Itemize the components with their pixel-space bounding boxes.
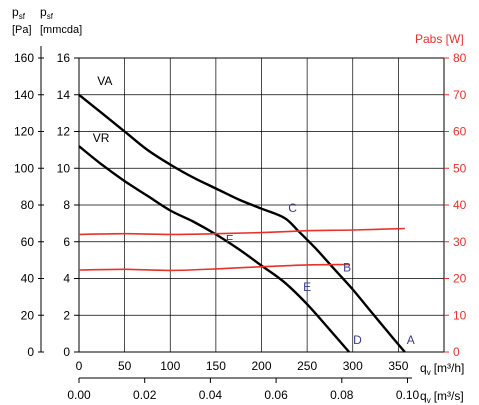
- mm-tick-label: 10: [57, 161, 71, 175]
- pa-tick-label: 80: [21, 198, 35, 212]
- mm-tick-label: 16: [57, 51, 71, 65]
- watt-tick-label: 10: [453, 308, 467, 322]
- watt-tick-label: 30: [453, 235, 467, 249]
- mm-axis: 0 2 4 6 8 10 12 14 16: [57, 51, 79, 359]
- mm-tick-label: 8: [63, 198, 70, 212]
- series-group: [78, 93, 406, 353]
- left-axis-unit-mm: [mmcda]: [40, 24, 82, 36]
- mm-tick-label: 4: [63, 272, 70, 286]
- m3h-tick-label: 200: [251, 359, 271, 373]
- watt-tick-label: 40: [453, 198, 467, 212]
- pa-tick-label: 20: [21, 308, 35, 322]
- power-curve-2: [78, 227, 405, 236]
- m3h-tick-label: 300: [343, 359, 363, 373]
- mm-tick-label: 6: [63, 235, 70, 249]
- point-label-b: B: [343, 261, 351, 275]
- mm-tick-label: 0: [63, 345, 70, 359]
- pa-tick-label: 120: [14, 125, 34, 139]
- point-label-d: D: [353, 333, 362, 347]
- pa-tick-label: 60: [21, 235, 35, 249]
- curve-labels: VA VR: [93, 74, 113, 145]
- pa-tick-label: 40: [21, 272, 35, 286]
- watt-tick-label: 80: [453, 51, 467, 65]
- watt-tick-label: 70: [453, 88, 467, 102]
- pressure-curve-va: [78, 93, 406, 353]
- plot-grid: [79, 58, 444, 352]
- mm-tick-label: 14: [57, 88, 71, 102]
- watt-axis: 0 10 20 30 40 50 60 70 80: [444, 51, 467, 359]
- pa-tick-label: 160: [14, 51, 34, 65]
- pa-axis: 0 20 40 60 80 100 120 140 160: [14, 46, 44, 359]
- curve-label-va: VA: [97, 74, 112, 88]
- m3h-tick-label: 250: [297, 359, 317, 373]
- m3h-axis: 0 50 100 150 200 250 300 350: [76, 359, 409, 373]
- m3h-tick-label: 100: [160, 359, 180, 373]
- m3s-axis: 0.00 0.02 0.04 0.06 0.08 0.10: [67, 378, 420, 402]
- pa-tick-label: 100: [14, 161, 34, 175]
- m3s-tick-label: 0.02: [133, 388, 157, 402]
- point-label-f: F: [226, 232, 233, 246]
- watt-tick-label: 20: [453, 272, 467, 286]
- m3h-tick-label: 150: [206, 359, 226, 373]
- mm-tick-label: 2: [63, 308, 70, 322]
- operating-point-labels: A B C D E F: [226, 201, 415, 347]
- point-label-e: E: [303, 280, 311, 294]
- m3s-tick-label: 0.06: [264, 388, 288, 402]
- mm-tick-label: 12: [57, 125, 71, 139]
- power-curve-3: [78, 263, 350, 272]
- left-axis-unit-pa: [Pa]: [12, 24, 32, 36]
- watt-tick-label: 0: [453, 345, 460, 359]
- curve-label-vr: VR: [93, 131, 110, 145]
- m3h-tick-label: 0: [76, 359, 83, 373]
- point-label-a: A: [407, 333, 415, 347]
- point-label-c: C: [288, 201, 297, 215]
- m3s-tick-label: 0.04: [199, 388, 223, 402]
- left-axis-label-pa: psf: [12, 5, 26, 21]
- m3h-tick-label: 350: [388, 359, 408, 373]
- m3s-tick-label: 0.10: [396, 388, 420, 402]
- pressure-curve-vr: [78, 145, 351, 353]
- x-axis-label-m3s: qv [m³/s]: [420, 389, 464, 405]
- x-axis-label-m3h: qv [m³/h]: [420, 361, 464, 377]
- pa-tick-label: 140: [14, 88, 34, 102]
- left-axis-label-mm: psf: [40, 5, 54, 21]
- pa-tick-label: 0: [27, 345, 34, 359]
- m3s-tick-label: 0.00: [67, 388, 91, 402]
- watt-tick-label: 50: [453, 161, 467, 175]
- m3s-tick-label: 0.08: [330, 388, 354, 402]
- right-axis-label: Pabs [W]: [415, 32, 464, 46]
- m3h-tick-label: 50: [118, 359, 132, 373]
- watt-tick-label: 60: [453, 125, 467, 139]
